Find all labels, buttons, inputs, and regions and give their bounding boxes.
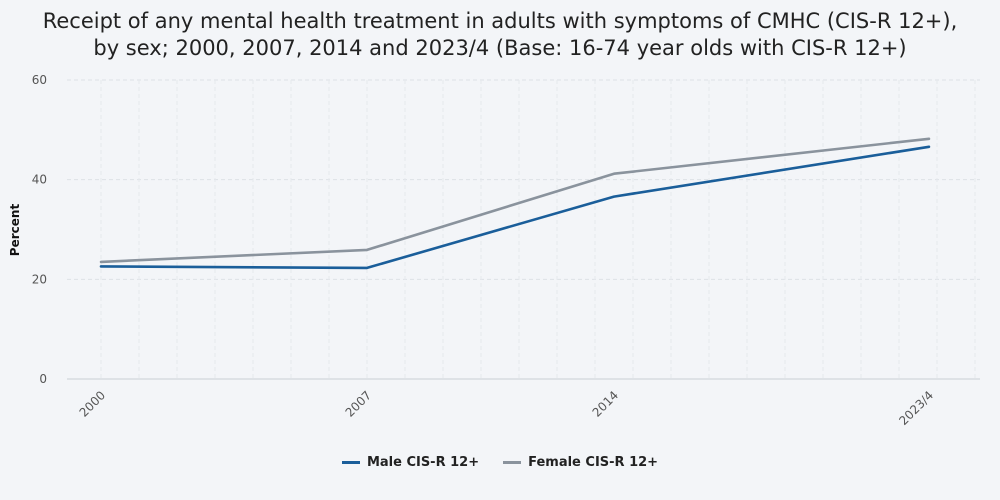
legend-swatch-female: [503, 461, 522, 464]
x-tick-label: 2014: [590, 388, 621, 419]
chart-title: Receipt of any mental health treatment i…: [0, 8, 1000, 62]
chart-title-line-1: Receipt of any mental health treatment i…: [42, 9, 958, 33]
x-tick-label: 2000: [77, 388, 108, 419]
axes: 0 20 40 60 2000 2007 2014 2023/4: [32, 73, 980, 428]
legend: Male CIS-R 12+ Female CIS-R 12+: [0, 455, 1000, 470]
legend-item-female[interactable]: Female CIS-R 12+: [503, 455, 658, 470]
legend-item-male[interactable]: Male CIS-R 12+: [341, 455, 480, 470]
series-line-female: [99, 137, 931, 264]
y-tick-label: 0: [39, 372, 47, 386]
plot-area: 0 20 40 60 2000 2007 2014 2023/4 Percent: [8, 73, 980, 428]
series-lines: [99, 137, 931, 270]
legend-label-female: Female CIS-R 12+: [528, 455, 659, 470]
series-line-male: [99, 145, 931, 270]
y-axis-title: Percent: [8, 204, 22, 257]
y-tick-label: 60: [32, 73, 47, 87]
y-tick-label: 20: [32, 272, 47, 286]
x-tick-label: 2007: [343, 388, 374, 419]
x-tick-label: 2023/4: [896, 388, 936, 428]
legend-label-male: Male CIS-R 12+: [366, 455, 480, 470]
legend-swatch-male: [341, 461, 360, 464]
chart-title-line-2: by sex; 2000, 2007, 2014 and 2023/4 (Bas…: [93, 36, 907, 60]
gridlines: [67, 79, 980, 379]
y-tick-label: 40: [32, 173, 47, 187]
